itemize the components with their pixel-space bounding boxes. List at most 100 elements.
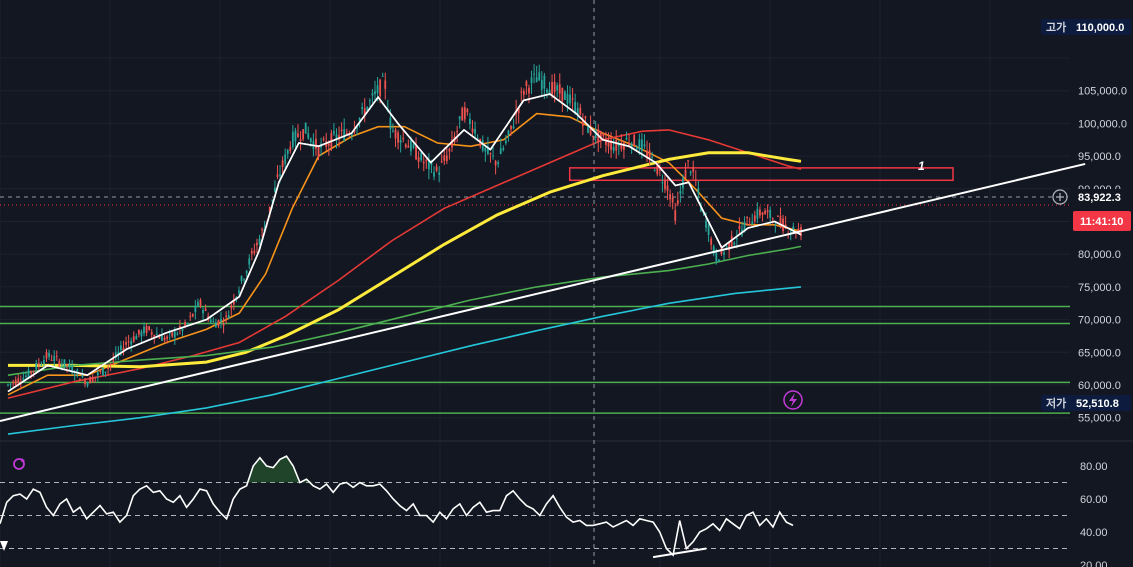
candle-body bbox=[289, 146, 292, 152]
candle-body bbox=[30, 371, 32, 374]
low-label: 저가 bbox=[1046, 396, 1066, 410]
candle-body bbox=[715, 252, 718, 262]
candle-body bbox=[530, 77, 533, 84]
candle-body bbox=[448, 148, 451, 152]
last-price-value: 83,922.3 bbox=[1078, 192, 1121, 204]
candle-body bbox=[617, 144, 620, 147]
candle-body bbox=[664, 179, 666, 190]
candle-body bbox=[661, 182, 664, 184]
candle-body bbox=[392, 130, 394, 132]
candle-body bbox=[638, 139, 641, 150]
candle-body bbox=[230, 305, 233, 309]
candle-body bbox=[574, 101, 577, 113]
candle-body bbox=[651, 156, 654, 158]
rsi-line[interactable] bbox=[0, 455, 794, 557]
candle-body bbox=[294, 130, 297, 142]
candle-body bbox=[171, 332, 174, 337]
price-tick-label: 95,000.0 bbox=[1078, 151, 1121, 163]
candle-body bbox=[125, 342, 127, 345]
candle-body bbox=[130, 341, 133, 345]
candle-body bbox=[543, 75, 546, 89]
candle-body bbox=[286, 149, 289, 155]
trendline-number: 1 bbox=[918, 159, 925, 173]
candle-body bbox=[166, 336, 169, 339]
rsi-pane[interactable] bbox=[0, 455, 1070, 559]
candle-body bbox=[143, 326, 145, 334]
candle-body bbox=[648, 150, 651, 160]
candle-body bbox=[412, 144, 415, 148]
candle-body bbox=[240, 276, 243, 282]
rsi-tick-label: 60.00 bbox=[1080, 494, 1108, 506]
candle-body bbox=[53, 356, 56, 362]
candle-body bbox=[91, 376, 94, 383]
trendline[interactable] bbox=[0, 162, 1086, 422]
candle-body bbox=[410, 140, 412, 152]
resistance-zone[interactable] bbox=[568, 167, 954, 182]
refresh-icon[interactable] bbox=[13, 458, 25, 470]
countdown-value: 11:41:10 bbox=[1080, 216, 1123, 228]
candle-body bbox=[759, 209, 761, 216]
candle-body bbox=[258, 238, 261, 244]
candle-body bbox=[114, 352, 117, 358]
candle-body bbox=[173, 331, 176, 338]
moving-average-green[interactable] bbox=[7, 245, 802, 376]
candle-body bbox=[733, 242, 736, 245]
candle-body bbox=[27, 369, 30, 378]
candle-body bbox=[774, 225, 777, 227]
candle-body bbox=[456, 130, 459, 133]
rsi-divergence-line[interactable] bbox=[652, 547, 707, 559]
candle-body bbox=[102, 367, 104, 376]
trendline-label: 1 bbox=[918, 159, 925, 173]
countdown-badge: 11:41:10 bbox=[1073, 211, 1131, 231]
candle-body bbox=[397, 132, 399, 143]
candle-body bbox=[302, 129, 305, 140]
high-value: 110,000.0 bbox=[1076, 22, 1124, 34]
candle-body bbox=[158, 336, 161, 339]
candle-body bbox=[220, 318, 222, 322]
candle-body bbox=[717, 259, 720, 262]
candle-body bbox=[692, 166, 695, 172]
high-badge: 고가 110,000.0 bbox=[1041, 19, 1131, 35]
candle-body bbox=[594, 129, 597, 139]
candle-body bbox=[607, 140, 610, 147]
candle-body bbox=[623, 142, 625, 150]
candle-body bbox=[507, 130, 510, 136]
candle-body bbox=[404, 144, 407, 147]
rsi-tick-label: 20.00 bbox=[1080, 560, 1108, 567]
candle-body bbox=[438, 172, 441, 175]
candle-body bbox=[81, 374, 84, 378]
candle-body bbox=[315, 138, 317, 149]
candle-body bbox=[96, 372, 99, 376]
candle-body bbox=[132, 336, 135, 342]
candle-body bbox=[430, 161, 433, 166]
moving-average-cyan[interactable] bbox=[7, 286, 802, 435]
candle-body bbox=[610, 140, 612, 150]
candle-body bbox=[399, 139, 402, 143]
candle-body bbox=[463, 107, 466, 120]
candle-body bbox=[669, 194, 672, 200]
candle-body bbox=[384, 80, 387, 89]
moving-average-yellow[interactable] bbox=[8, 151, 802, 369]
candle-body bbox=[238, 290, 240, 293]
candle-body bbox=[137, 329, 140, 335]
candle-body bbox=[471, 128, 474, 133]
candle-body bbox=[520, 91, 523, 93]
candle-body bbox=[50, 359, 53, 361]
price-pane[interactable] bbox=[0, 64, 1086, 435]
candle-body bbox=[243, 279, 246, 281]
lightning-icon[interactable] bbox=[783, 390, 803, 410]
candle-body bbox=[753, 215, 756, 222]
candle-body bbox=[435, 166, 438, 171]
candle-body bbox=[35, 363, 38, 370]
candle-body bbox=[45, 352, 48, 359]
candle-body bbox=[253, 250, 256, 254]
candle-body bbox=[525, 81, 528, 86]
moving-average-white-overlay bbox=[7, 93, 802, 393]
candle-body bbox=[345, 132, 348, 134]
candle-body bbox=[368, 100, 371, 102]
price-tick-label: 70,000.0 bbox=[1078, 315, 1121, 327]
moving-average-orange[interactable] bbox=[7, 112, 802, 396]
plus-circle-icon[interactable] bbox=[1052, 189, 1068, 205]
candle-body bbox=[40, 364, 43, 366]
